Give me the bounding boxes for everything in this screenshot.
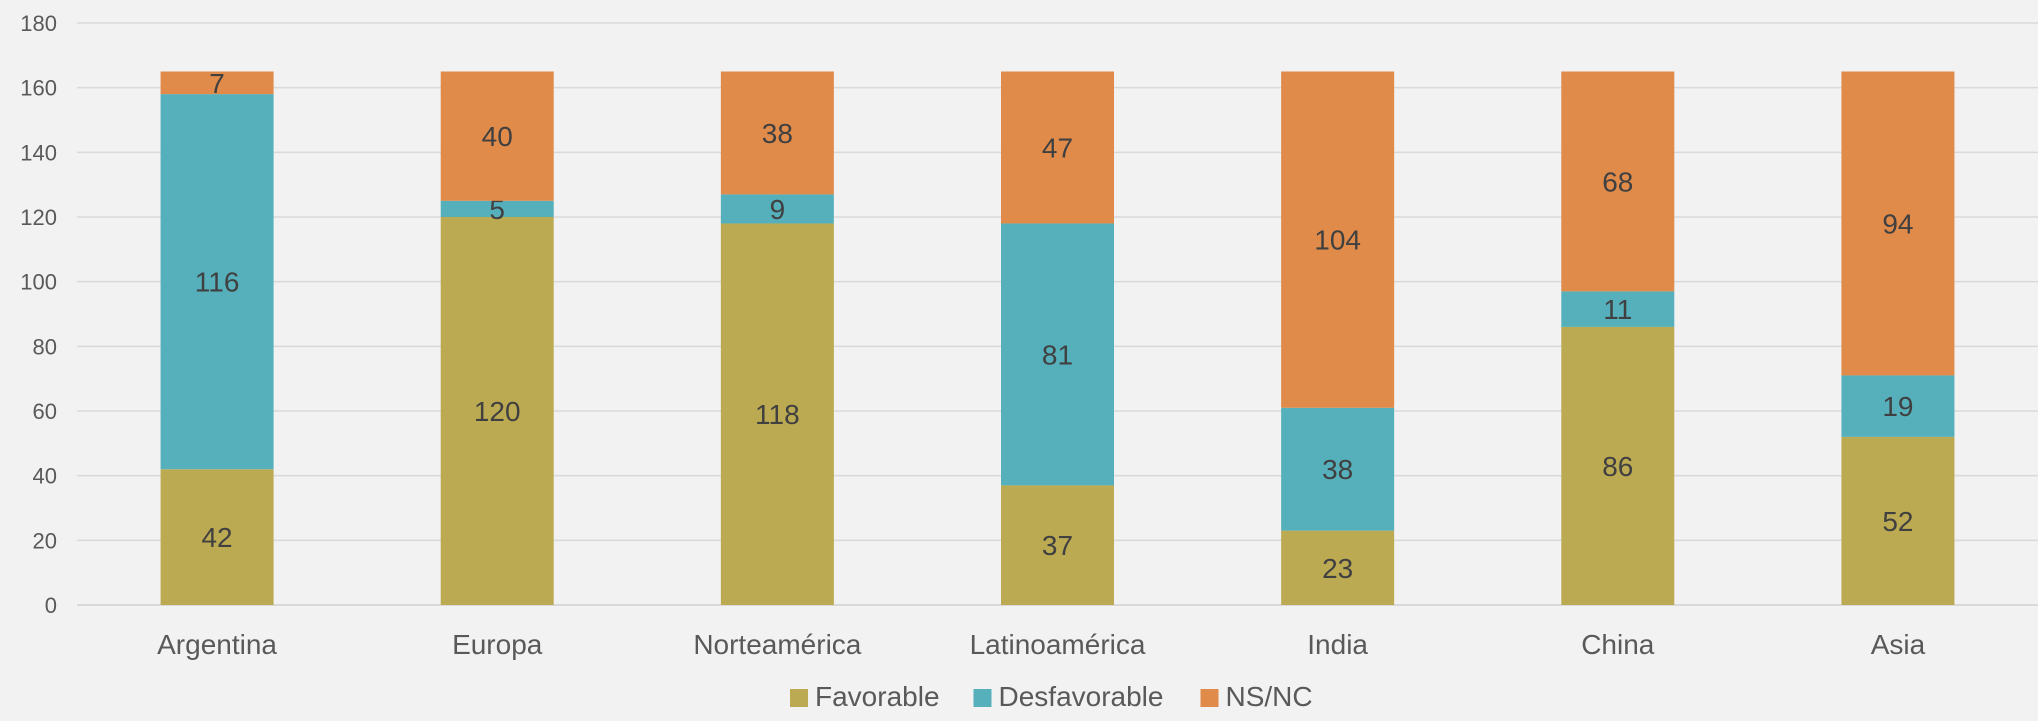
data-label: 5 [489, 194, 505, 225]
bar-segment-favorable-asia [1841, 436, 1955, 605]
bar-segment-ns-nc-europa [440, 71, 554, 201]
x-category-label: India [1307, 629, 1368, 660]
bar-segment-ns-nc-latinoamérica [1001, 71, 1114, 224]
y-tick-label: 140 [20, 140, 57, 165]
y-tick-label: 20 [33, 528, 57, 553]
data-label: 37 [1042, 530, 1073, 561]
data-label: 52 [1882, 506, 1913, 537]
x-category-label: China [1581, 629, 1655, 660]
data-label: 38 [762, 118, 793, 149]
bar-segment-favorable-india [1281, 530, 1395, 605]
data-label: 86 [1602, 451, 1633, 482]
data-label: 47 [1042, 132, 1073, 163]
bar-segment-desfavorable-argentina [160, 94, 274, 470]
legend-label-desfavorable: Desfavorable [999, 681, 1164, 712]
bar-segment-desfavorable-india [1281, 407, 1395, 531]
legend-swatch-favorable [790, 689, 808, 707]
y-tick-label: 80 [33, 334, 57, 359]
data-label: 42 [201, 522, 232, 553]
data-label: 68 [1602, 166, 1633, 197]
bar-segment-ns-nc-india [1281, 71, 1395, 408]
bar-segment-favorable-argentina [160, 469, 274, 605]
y-tick-label: 40 [33, 464, 57, 489]
bar-segment-ns-nc-china [1561, 71, 1675, 292]
legend-swatch-ns-nc [1200, 689, 1219, 707]
legend-swatch-desfavorable [973, 689, 992, 707]
bar-segment-desfavorable-china [1561, 291, 1675, 327]
y-axis: 0 20 40 60 80 100 120 140 160 180 [20, 11, 57, 618]
bar-segment-favorable-europa [440, 217, 554, 605]
y-tick-label: 180 [20, 11, 57, 36]
bar-segment-ns-nc-norteamérica [720, 71, 834, 195]
data-label: 116 [195, 267, 240, 298]
y-tick-label: 120 [20, 205, 57, 230]
x-category-label: Argentina [157, 629, 277, 660]
data-label: 120 [474, 396, 521, 427]
bar-segment-desfavorable-europa [440, 200, 554, 217]
bar-segment-ns-nc-argentina [160, 71, 274, 95]
bar-segment-favorable-norteamérica [720, 223, 834, 605]
y-tick-label: 0 [45, 593, 57, 618]
y-tick-label: 160 [20, 76, 57, 101]
x-category-label: Latinoamérica [970, 629, 1146, 660]
bar-segment-favorable-china [1561, 326, 1675, 605]
x-category-label: Asia [1871, 629, 1926, 660]
bar-segment-desfavorable-norteamérica [720, 194, 834, 224]
x-category-label: Europa [452, 629, 543, 660]
x-axis: Argentina Europa Norteamérica Latinoamérica… [157, 629, 1925, 660]
legend-label-favorable: Favorable [815, 681, 940, 712]
data-label: 40 [482, 121, 513, 152]
data-label: 7 [209, 68, 225, 99]
bar-segment-desfavorable-asia [1841, 375, 1955, 437]
data-label: 94 [1882, 208, 1913, 239]
bar-segment-desfavorable-latinoamérica [1001, 223, 1114, 486]
y-tick-label: 60 [33, 399, 57, 424]
legend: Favorable Desfavorable NS/NC [790, 681, 1313, 712]
legend-label-ns-nc: NS/NC [1226, 681, 1313, 712]
data-label: 23 [1322, 553, 1353, 584]
y-tick-label: 100 [20, 270, 57, 295]
data-label: 9 [770, 194, 786, 225]
bar-segment-ns-nc-asia [1841, 71, 1955, 376]
bars: 42 116 7 120 5 40 118 9 38 37 81 47 23 38 104 86 11 68 52 1… [160, 68, 1955, 605]
x-category-label: Norteamérica [693, 629, 861, 660]
data-label: 11 [1603, 294, 1632, 325]
data-label: 104 [1314, 225, 1361, 256]
data-label: 118 [755, 399, 800, 430]
data-label: 38 [1322, 454, 1353, 485]
data-label: 19 [1882, 391, 1913, 422]
data-label: 81 [1042, 339, 1073, 370]
bar-segment-favorable-latinoamérica [1001, 485, 1114, 605]
